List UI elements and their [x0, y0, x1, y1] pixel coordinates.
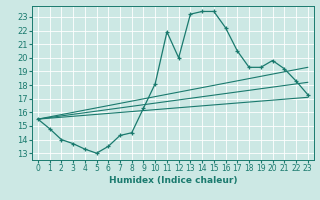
- X-axis label: Humidex (Indice chaleur): Humidex (Indice chaleur): [108, 176, 237, 185]
